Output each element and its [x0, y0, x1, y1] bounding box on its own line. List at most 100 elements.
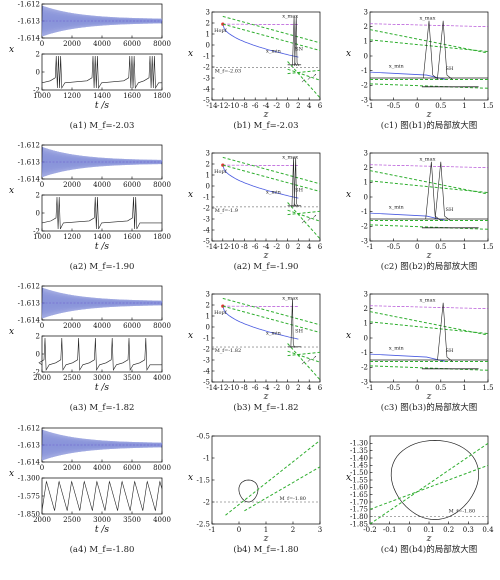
- y-tick-label: -4: [203, 226, 210, 234]
- x-tick-label: 0: [415, 384, 419, 392]
- xmax-label: x_max: [282, 296, 298, 302]
- x-tick-label: 3000: [93, 516, 111, 524]
- time-series: [41, 55, 162, 90]
- x-tick-label: 4000: [153, 516, 171, 524]
- x-tick-label: 1400: [93, 92, 111, 100]
- y-axis-label: x: [9, 469, 14, 479]
- manifold-3: [287, 209, 320, 222]
- xmax-branch: [370, 23, 488, 28]
- manifold-2: [370, 224, 488, 230]
- x-tick-label: 0: [40, 322, 44, 330]
- x-axis-label: t /s: [95, 525, 110, 535]
- x-axis-label: z: [263, 110, 269, 120]
- y-tick-label: -1.35: [350, 447, 368, 455]
- x-tick-label: 1: [462, 102, 466, 110]
- x-tick-label: 2000: [63, 464, 81, 472]
- panel-caption: (c3) 图(b3)的局部放大图: [381, 402, 478, 413]
- x-tick-label: 2000: [63, 322, 81, 330]
- y-tick-label: -2: [33, 368, 40, 376]
- y-tick-label: -1.612: [18, 424, 40, 432]
- y-tick-label: -1.614: [18, 34, 41, 42]
- x-tick-label: 2: [296, 384, 300, 392]
- mf-label: M_f=-1.9: [215, 208, 238, 214]
- x-tick-label: 1000: [33, 92, 51, 100]
- y-tick-label: -1.612: [18, 282, 40, 290]
- y-tick-label: -3: [203, 74, 210, 82]
- sn-label: SH: [446, 207, 454, 213]
- sn-label: SH: [446, 66, 454, 72]
- y-tick-label: -1.55: [350, 476, 368, 484]
- y-tick-label: -4: [203, 85, 210, 93]
- x-tick-label: 4: [307, 384, 312, 392]
- x-tick-label: -10: [228, 243, 239, 251]
- y-tick-label: 2: [364, 164, 368, 172]
- x-axis-label: t /s: [95, 383, 110, 393]
- x-tick-label: -0.5: [387, 102, 401, 110]
- x-tick-label: 3500: [123, 516, 141, 524]
- y-tick-label: -1.614: [18, 316, 41, 324]
- y-tick-label: 0: [364, 193, 368, 201]
- x-axis-label: z: [426, 534, 432, 544]
- xmax-label: x_max: [282, 14, 298, 20]
- y-tick-label: -3: [361, 237, 368, 245]
- limit-cycle: [238, 479, 259, 503]
- y-tick-label: -1: [361, 349, 368, 357]
- y-tick-label: -1.70: [350, 498, 368, 506]
- x-tick-label: 2: [296, 102, 300, 110]
- plot-area: M_f=-1.80: [212, 440, 320, 516]
- manifold-1: [222, 164, 320, 192]
- x-tick-label: -4: [263, 102, 270, 110]
- y-tick-label: -1.60: [350, 484, 368, 492]
- y-tick-label: -1.30: [350, 440, 368, 448]
- x-tick-label: 0: [285, 384, 289, 392]
- x-tick-label: -6: [252, 243, 259, 251]
- x-tick-label: -0.5: [387, 384, 401, 392]
- manifold-4: [287, 210, 320, 216]
- y-tick-label: 0: [364, 334, 368, 342]
- x-axis-label: z: [263, 392, 269, 402]
- x-tick-label: 1: [462, 243, 466, 251]
- y-tick-label: -1: [361, 67, 368, 75]
- y-axis-label: x: [188, 190, 193, 200]
- x-tick-label: 1200: [63, 92, 81, 100]
- y-axis-label: x: [9, 45, 14, 55]
- y-axis-label: x: [346, 473, 351, 483]
- y-tick-label: 0: [364, 52, 368, 60]
- y-tick-label: 0: [36, 350, 40, 358]
- y-tick-label: -1.45: [350, 462, 368, 470]
- plot-frame: [41, 477, 163, 515]
- y-axis-label: x: [9, 186, 14, 196]
- y-axis-label: x: [346, 49, 351, 59]
- x-tick-label: 0: [40, 464, 44, 472]
- x-tick-label: -1: [367, 102, 374, 110]
- x-tick-label: -1: [367, 384, 374, 392]
- spike-orbit: [292, 16, 298, 67]
- x-tick-label: 0: [285, 102, 289, 110]
- x-tick-label: -2: [273, 102, 280, 110]
- x-tick-label: 1: [264, 526, 268, 534]
- xmin-label: x_min: [389, 64, 405, 70]
- mf-label: M_f=-1.80: [280, 496, 306, 502]
- x-axis-label: z: [426, 251, 432, 261]
- manifold-0: [370, 29, 488, 54]
- x-tick-label: 8000: [153, 40, 171, 48]
- y-tick-label: 1: [364, 179, 368, 187]
- y-tick-label: -1.65: [350, 491, 368, 499]
- y-tick-label: 2: [364, 23, 368, 31]
- x-tick-label: 0.5: [435, 384, 446, 392]
- x-tick-label: 1800: [153, 233, 171, 241]
- x-tick-label: 6: [318, 384, 323, 392]
- x-tick-label: 0.2: [443, 526, 454, 534]
- flow-arrow: ↗: [312, 355, 316, 361]
- y-tick-label: 2: [36, 50, 40, 58]
- manifold-1: [370, 464, 488, 510]
- x-tick-label: -14: [206, 384, 218, 392]
- x-tick-label: -0.1: [383, 526, 397, 534]
- xmax-branch: [370, 305, 488, 310]
- xmax-branch: [222, 23, 299, 26]
- panel-caption: (a4) M_f=-1.80: [70, 544, 135, 555]
- plot-frame: [211, 435, 321, 525]
